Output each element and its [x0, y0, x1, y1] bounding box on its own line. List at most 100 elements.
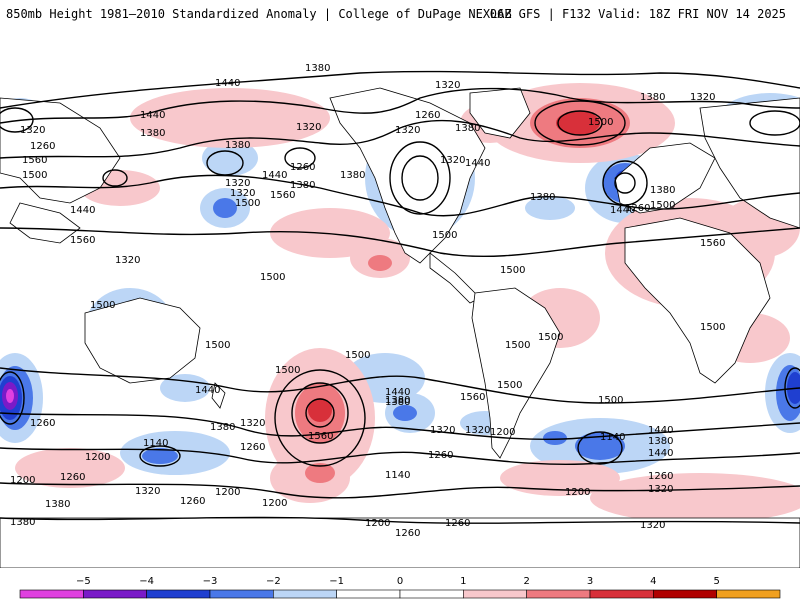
height-label: 1200 [262, 498, 287, 509]
colorbar-tick-label: −2 [266, 576, 281, 587]
height-label: 1320 [230, 188, 255, 199]
height-labels: 1380 1440 1320 1440 1380 1320 1260 1380 … [10, 63, 725, 539]
height-label: 1320 [296, 122, 321, 133]
height-label: 1320 [135, 486, 160, 497]
height-label: 1380 [648, 436, 673, 447]
height-label: 1440 [140, 110, 165, 121]
height-label: 1500 [650, 200, 675, 211]
colorbar-tick-label: −4 [139, 576, 154, 587]
map-header: 850mb Height 1981–2010 Standardized Anom… [0, 0, 800, 28]
model-run-info: 06Z GFS | F132 Valid: 18Z FRI NOV 14 202… [489, 7, 786, 21]
height-label: 1200 [215, 487, 240, 498]
anomaly-map[interactable]: 1380 1440 1320 1440 1380 1320 1260 1380 … [0, 28, 800, 568]
height-label: 1260 [428, 450, 453, 461]
height-label: 1260 [180, 496, 205, 507]
height-label: 1380 [290, 180, 315, 191]
height-label: 1380 [385, 397, 410, 408]
map-title: 850mb Height 1981–2010 Standardized Anom… [6, 7, 512, 21]
height-label: 1380 [45, 499, 70, 510]
height-label: 1140 [143, 438, 168, 449]
height-label: 1500 [235, 198, 260, 209]
height-label: 1380 [650, 185, 675, 196]
height-label: 1500 [497, 380, 522, 391]
height-label: 1500 [598, 395, 623, 406]
colorbar-tick-label: 0 [397, 576, 403, 587]
height-label: 1200 [85, 452, 110, 463]
height-label: 1560 [22, 155, 47, 166]
height-label: 1440 [262, 170, 287, 181]
height-label: 1260 [60, 472, 85, 483]
height-label: 1560 [700, 238, 725, 249]
height-label: 1320 [240, 418, 265, 429]
colorbar-tick-label: −5 [76, 576, 91, 587]
height-label: 1560 [308, 431, 333, 442]
height-label: 1500 [275, 365, 300, 376]
height-label: 1500 [538, 332, 563, 343]
height-label: 1200 [565, 487, 590, 498]
colorbar-tick-label: 4 [650, 576, 656, 587]
colorbar-tick-label: 2 [523, 576, 529, 587]
height-label: 1260 [30, 418, 55, 429]
height-label: 1380 [530, 192, 555, 203]
height-label: 1320 [225, 178, 250, 189]
height-label: 1260 [625, 203, 650, 214]
colorbar-tick-label: 3 [587, 576, 593, 587]
colorbar-segment [273, 589, 337, 599]
colorbar-segment [463, 589, 527, 599]
height-label: 1500 [700, 322, 725, 333]
height-label: 1260 [240, 442, 265, 453]
height-label: 1320 [690, 92, 715, 103]
height-label: 1140 [385, 470, 410, 481]
height-label: 1260 [445, 518, 470, 529]
height-label: 1380 [340, 170, 365, 181]
height-label: 1380 [640, 92, 665, 103]
height-label: 1380 [385, 395, 410, 406]
colorbar-tick-label: −1 [329, 576, 344, 587]
height-label: 1320 [435, 80, 460, 91]
colorbar-segment [336, 589, 401, 599]
height-label: 1320 [430, 425, 455, 436]
height-label: 1260 [415, 110, 440, 121]
height-label: 1440 [648, 448, 673, 459]
height-label: 1560 [460, 392, 485, 403]
colorbar-segment [146, 589, 211, 599]
anomaly-colorbar: −5 −4 −3 −2 −1 0 1 2 3 4 5 [19, 576, 781, 599]
height-label: 1320 [20, 125, 45, 136]
height-contours [0, 70, 800, 524]
height-label: 1440 [70, 205, 95, 216]
height-label: 1500 [205, 340, 230, 351]
colorbar-segment [209, 589, 274, 599]
colorbar-tick-label: 1 [460, 576, 466, 587]
height-label: 1380 [455, 123, 480, 134]
height-label: 1440 [465, 158, 490, 169]
colorbar-segment [589, 589, 654, 599]
height-label: 1380 [10, 517, 35, 528]
height-label: 1320 [440, 155, 465, 166]
height-label: 1500 [90, 300, 115, 311]
height-label: 1260 [648, 471, 673, 482]
height-label: 1560 [270, 190, 295, 201]
height-label: 1500 [345, 350, 370, 361]
colorbar-segment [83, 589, 147, 599]
height-label: 1380 [140, 128, 165, 139]
height-label: 1260 [395, 528, 420, 539]
height-label: 1200 [10, 475, 35, 486]
colorbar-segment [399, 589, 464, 599]
colorbar-segment [19, 589, 84, 599]
height-label: 1200 [365, 518, 390, 529]
colorbar-tick-label: −3 [203, 576, 218, 587]
height-label: 1260 [30, 141, 55, 152]
height-label: 1260 [290, 162, 315, 173]
height-label: 1500 [432, 230, 457, 241]
height-label: 1500 [505, 340, 530, 351]
height-label: 1380 [225, 140, 250, 151]
height-label: 1320 [395, 125, 420, 136]
height-label: 1200 [490, 427, 515, 438]
height-label: 1440 [385, 387, 410, 398]
height-label: 1440 [648, 425, 673, 436]
height-label: 1560 [70, 235, 95, 246]
height-label: 1140 [600, 432, 625, 443]
height-label: 1500 [588, 117, 613, 128]
colorbar-segment [526, 589, 591, 599]
height-label: 1500 [22, 170, 47, 181]
